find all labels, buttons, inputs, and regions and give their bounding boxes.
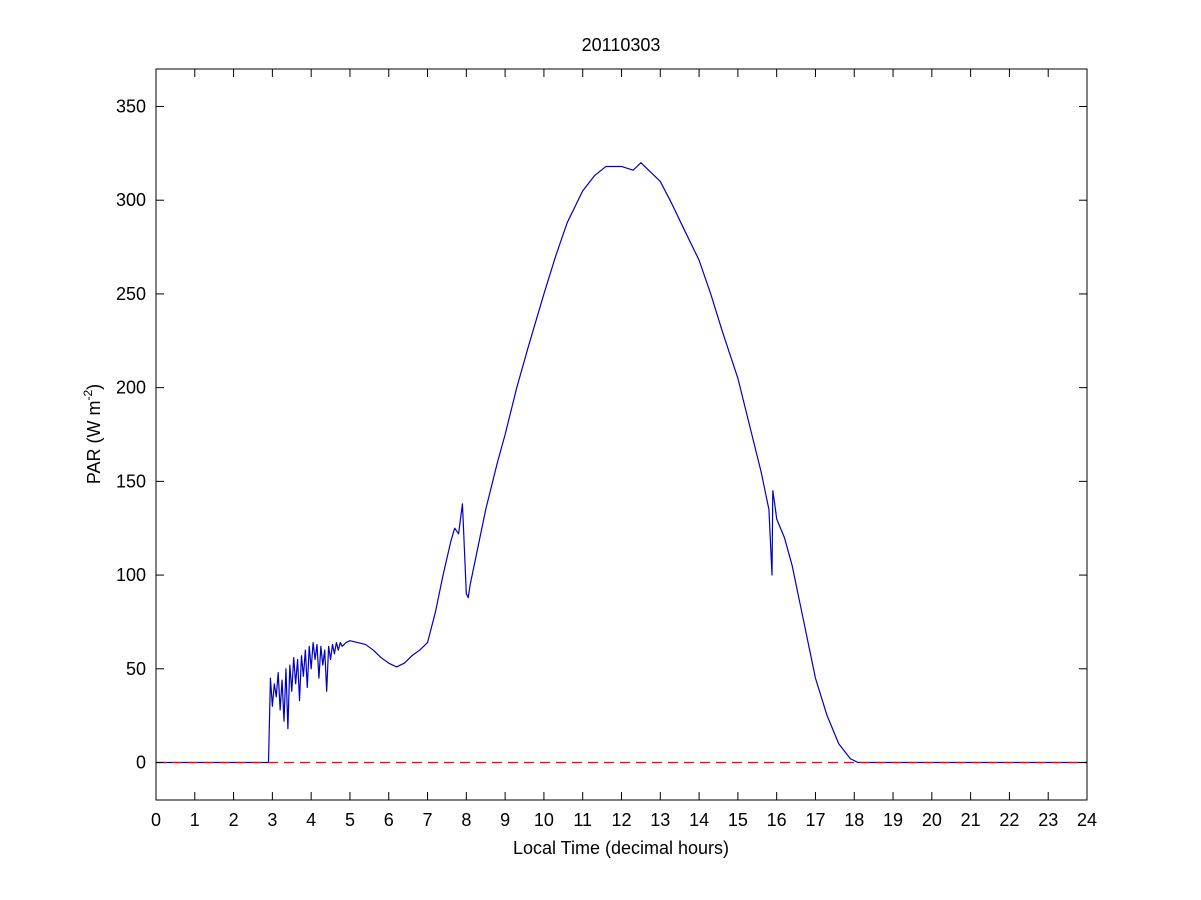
x-tick-label-24: 24 — [1077, 810, 1097, 830]
y-tick-label-4: 200 — [116, 378, 146, 398]
x-axis-label: Local Time (decimal hours) — [513, 838, 729, 858]
x-tick-label-13: 13 — [650, 810, 670, 830]
x-tick-label-21: 21 — [961, 810, 981, 830]
y-tick-label-5: 250 — [116, 284, 146, 304]
y-tick-label-0: 0 — [136, 753, 146, 773]
series-layer — [156, 162, 1087, 764]
x-tick-label-12: 12 — [611, 810, 631, 830]
x-tick-label-17: 17 — [805, 810, 825, 830]
x-tick-label-19: 19 — [883, 810, 903, 830]
x-tick-label-4: 4 — [306, 810, 316, 830]
x-axis-ticks: 0 1 2 3 4 5 6 7 8 9 10 11 12 13 14 15 16 17 18 19 20 21 22 23 24 — [151, 69, 1097, 830]
x-tick-label-9: 9 — [500, 810, 510, 830]
x-tick-label-1: 1 — [190, 810, 200, 830]
y-tick-label-1: 50 — [126, 659, 146, 679]
x-tick-label-20: 20 — [922, 810, 942, 830]
x-tick-label-2: 2 — [229, 810, 239, 830]
x-tick-label-7: 7 — [423, 810, 433, 830]
x-tick-label-8: 8 — [461, 810, 471, 830]
plot-area — [155, 68, 1088, 801]
y-axis-label-main: PAR (W m — [84, 401, 104, 485]
x-tick-label-23: 23 — [1038, 810, 1058, 830]
x-tick-label-0: 0 — [151, 810, 161, 830]
x-tick-label-6: 6 — [384, 810, 394, 830]
y-axis-label-superscript: -2 — [81, 390, 95, 401]
x-tick-label-14: 14 — [689, 810, 709, 830]
x-tick-label-3: 3 — [267, 810, 277, 830]
y-tick-label-2: 100 — [116, 565, 146, 585]
y-axis-ticks: 0 50 100 150 200 250 300 350 — [116, 96, 1087, 773]
y-tick-label-6: 300 — [116, 190, 146, 210]
x-tick-label-22: 22 — [999, 810, 1019, 830]
x-tick-label-18: 18 — [844, 810, 864, 830]
x-tick-label-5: 5 — [345, 810, 355, 830]
y-axis-label-close: ) — [84, 384, 104, 390]
y-axis-label: PAR (W m-2) — [81, 384, 104, 484]
y-tick-label-3: 150 — [116, 471, 146, 491]
y-tick-label-7: 350 — [116, 96, 146, 116]
x-tick-label-10: 10 — [534, 810, 554, 830]
x-tick-label-11: 11 — [573, 810, 592, 830]
x-tick-label-16: 16 — [767, 810, 787, 830]
par-series-line — [156, 162, 1087, 764]
x-tick-label-15: 15 — [728, 810, 748, 830]
chart-title: 20110303 — [582, 35, 661, 55]
